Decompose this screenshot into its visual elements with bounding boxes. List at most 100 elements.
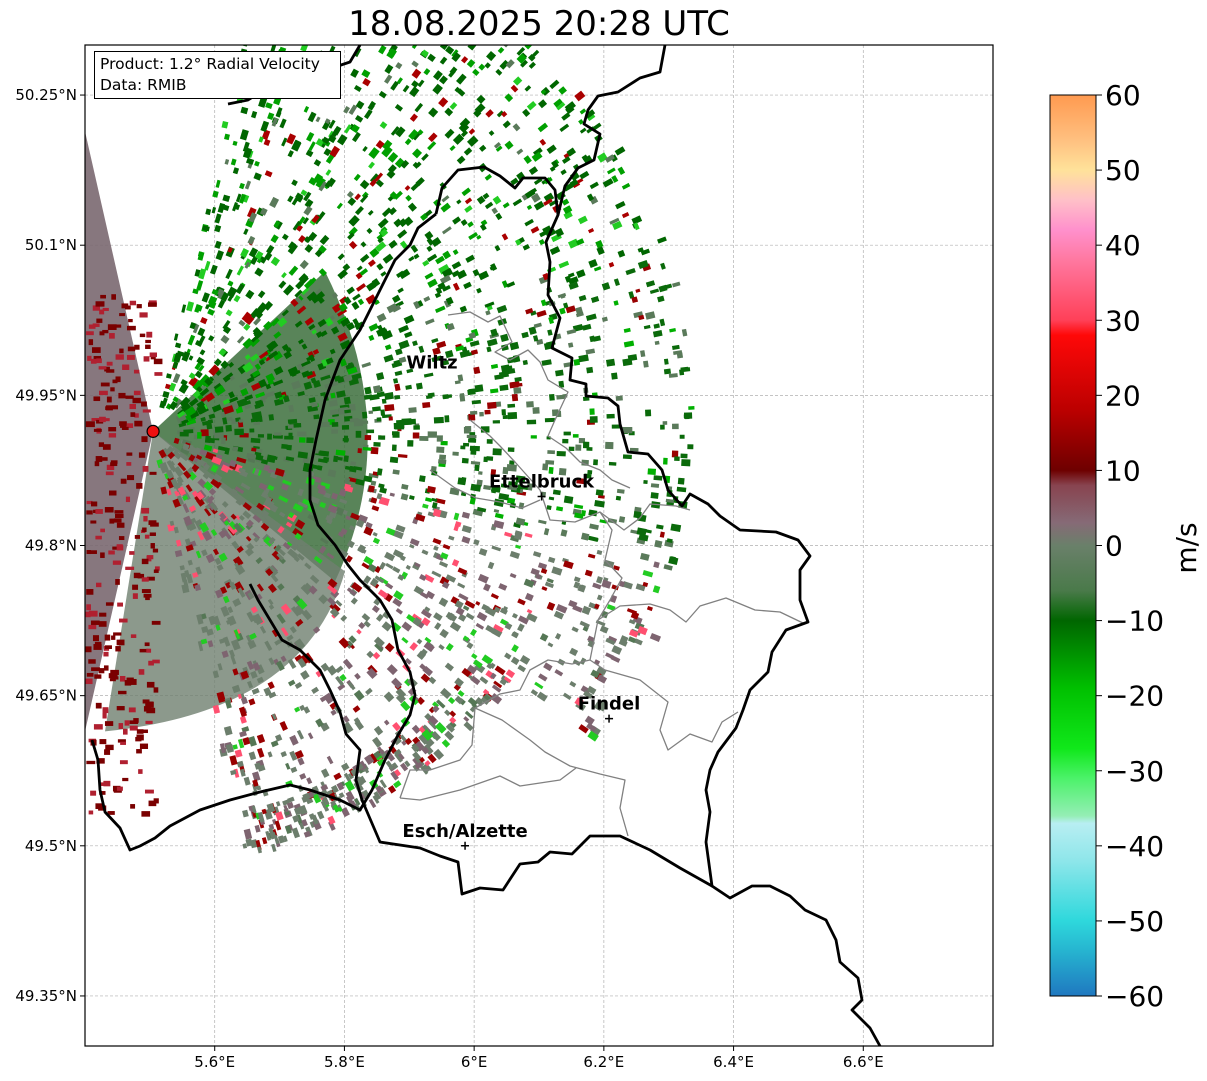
y-tick-label: 49.65°N — [15, 687, 77, 705]
radar-echo-pixel — [197, 251, 203, 257]
radar-echo-pixel — [95, 702, 102, 709]
radar-echo-pixel — [327, 596, 337, 607]
radar-echo-pixel — [368, 334, 375, 342]
radar-echo-pixel — [594, 500, 605, 508]
radar-echo-pixel — [220, 334, 230, 344]
radar-echo-pixel — [383, 354, 394, 363]
radar-echo-pixel — [560, 169, 567, 176]
x-tick-label: 6.2°E — [583, 1053, 624, 1071]
radar-echo-pixel — [187, 559, 193, 566]
radar-echo-pixel — [385, 562, 394, 570]
radar-echo-pixel — [300, 45, 309, 52]
radar-echo-pixel — [462, 635, 470, 642]
country-border — [90, 212, 437, 852]
radar-echo-pixel — [337, 332, 348, 342]
radar-echo-pixel — [227, 280, 234, 287]
radar-echo-pixel — [654, 540, 663, 548]
radar-echo-pixel — [401, 740, 407, 746]
radar-echo-pixel — [247, 457, 256, 464]
radar-echo-pixel — [547, 642, 554, 648]
radar-echo-pixel — [425, 497, 433, 503]
radar-echo-pixel — [445, 643, 454, 652]
radar-echo-pixel — [354, 193, 362, 201]
radar-echo-pixel — [417, 129, 424, 136]
radar-echo-pixel — [515, 544, 522, 550]
y-tick-label: 50.25°N — [15, 86, 77, 104]
radar-echo-pixel — [463, 281, 472, 290]
radar-echo-pixel — [150, 543, 155, 549]
radar-echo-pixel — [443, 299, 452, 308]
radar-echo-pixel — [136, 729, 144, 734]
radar-echo-pixel — [268, 414, 275, 421]
radar-echo-pixel — [500, 483, 508, 489]
radar-echo-pixel — [251, 687, 260, 695]
radar-echo-pixel — [405, 384, 412, 390]
radar-echo-pixel — [192, 288, 199, 295]
radar-echo-pixel — [440, 552, 449, 560]
radar-echo-pixel — [395, 693, 406, 704]
radar-echo-pixel — [368, 161, 375, 169]
radar-echo-pixel — [116, 786, 123, 791]
radar-echo-pixel — [318, 594, 329, 605]
radar-echo-pixel — [90, 520, 97, 524]
radar-echo-pixel — [374, 575, 385, 584]
radar-echo-pixel — [361, 362, 372, 368]
radar-echo-pixel — [306, 131, 315, 142]
radar-echo-pixel — [130, 412, 136, 417]
radar-echo-pixel — [394, 424, 405, 430]
radar-echo-pixel — [337, 683, 346, 691]
radar-echo-pixel — [672, 423, 679, 430]
radar-echo-pixel — [298, 273, 309, 284]
radar-echo-pixel — [388, 207, 397, 216]
radar-echo-pixel — [256, 733, 266, 744]
radar-echo-pixel — [352, 705, 361, 713]
radar-echo-pixel — [95, 301, 105, 307]
radar-echo-pixel — [239, 381, 249, 389]
radar-echo-pixel — [495, 145, 503, 152]
radar-echo-pixel — [344, 124, 352, 134]
radar-echo-pixel — [275, 811, 284, 821]
radar-echo-pixel — [201, 625, 209, 634]
radar-echo-pixel — [103, 651, 109, 657]
radar-echo-pixel — [303, 830, 311, 838]
radar-echo-pixel — [403, 314, 415, 325]
radar-echo-pixel — [256, 593, 263, 600]
radar-echo-pixel — [468, 128, 476, 135]
radar-echo-pixel — [493, 141, 501, 149]
radar-echo-pixel — [99, 791, 106, 795]
radar-echo-pixel — [217, 299, 226, 309]
radar-echo-pixel — [240, 670, 250, 680]
radar-echo-pixel — [482, 192, 490, 200]
country-border — [711, 884, 882, 1046]
radar-echo-pixel — [199, 349, 206, 356]
radar-echo-pixel — [578, 294, 587, 302]
radar-echo-pixel — [179, 396, 191, 408]
radar-echo-pixel — [128, 707, 136, 713]
radar-echo-pixel — [580, 685, 591, 695]
radar-echo-pixel — [376, 758, 386, 767]
radar-echo-pixel — [526, 204, 533, 211]
radar-echo-pixel — [195, 550, 202, 559]
radar-echo-pixel — [363, 575, 372, 585]
radar-echo-pixel — [442, 394, 449, 400]
radar-echo-pixel — [312, 626, 321, 634]
radar-echo-pixel — [109, 333, 115, 339]
radar-echo-pixel — [431, 570, 442, 578]
radar-echo-pixel — [344, 409, 351, 414]
radar-echo-pixel — [542, 463, 549, 471]
radar-echo-pixel — [90, 358, 97, 364]
radar-echo-pixel — [238, 467, 246, 474]
radar-echo-pixel — [264, 170, 273, 178]
radar-echo-pixel — [138, 452, 146, 458]
radar-echo-pixel — [367, 259, 376, 267]
radar-echo-pixel — [361, 613, 371, 622]
canton-boundary — [429, 469, 541, 509]
radar-echo-pixel — [194, 370, 203, 379]
radar-echo-pixel — [92, 305, 100, 311]
radar-echo-pixel — [104, 749, 111, 755]
radar-echo-pixel — [198, 268, 207, 280]
radar-echo-pixel — [355, 272, 363, 280]
radar-echo-pixel — [203, 444, 213, 452]
radar-echo-pixel — [601, 316, 608, 322]
radar-echo-pixel — [199, 522, 210, 533]
